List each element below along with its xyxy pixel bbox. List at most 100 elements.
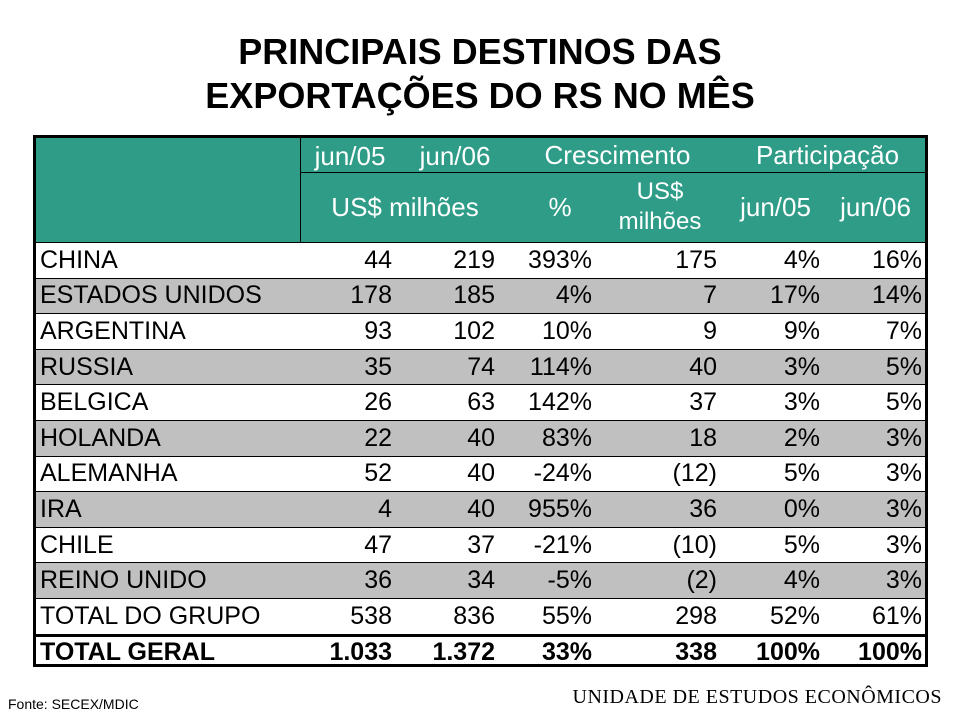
- row-pct: 955%: [528, 494, 592, 523]
- unit-label: UNIDADE DE ESTUDOS ECONÔMICOS: [572, 686, 942, 708]
- row-country: ARGENTINA: [40, 316, 186, 345]
- row-v06: 74: [467, 352, 495, 381]
- row-v05: 35: [364, 352, 392, 381]
- table-row: RUSSIA 35 74 114% 40 3% 5%: [36, 348, 925, 385]
- table-row: ESTADOS UNIDOS 178 185 4% 7 17% 14%: [36, 277, 925, 314]
- row-p05: 4%: [783, 245, 820, 274]
- row-v05: 44: [364, 245, 392, 274]
- row-p05: 3%: [783, 388, 820, 417]
- row-country: HOLANDA: [40, 423, 161, 452]
- row-v05: 26: [364, 388, 392, 417]
- row-usd: (2): [686, 566, 717, 595]
- row-p06: 3%: [885, 494, 922, 523]
- source-note: Fonte: SECEX/MDIC: [8, 696, 139, 712]
- header-part-jun05: jun/05: [740, 191, 811, 222]
- row-pct: 10%: [541, 316, 592, 345]
- row-p05: 52%: [769, 601, 820, 630]
- row-usd: (12): [672, 459, 717, 488]
- row-country: TOTAL DO GRUPO: [40, 601, 261, 630]
- title-line-1: PRINCIPAIS DESTINOS DAS: [238, 31, 722, 72]
- table-row: CHILE 47 37 -21% (10) 5% 3%: [36, 526, 925, 563]
- row-p06: 3%: [885, 566, 922, 595]
- table-row: REINO UNIDO 36 34 -5% (2) 4% 3%: [36, 562, 925, 598]
- row-v05: 1.033: [329, 638, 392, 667]
- table-row: TOTAL DO GRUPO 538 836 55% 298 52% 61%: [36, 598, 925, 634]
- row-pct: 142%: [528, 388, 592, 417]
- row-p06: 7%: [885, 316, 922, 345]
- row-v06: 219: [453, 245, 495, 274]
- row-usd: 36: [689, 494, 717, 523]
- title-line-2: EXPORTAÇÕES DO RS NO MÊS: [205, 75, 755, 116]
- row-usd: 37: [689, 388, 717, 417]
- header-vline: [300, 138, 301, 242]
- header-usd: US$: [636, 178, 684, 205]
- row-v06: 37: [467, 530, 495, 559]
- row-p05: 2%: [783, 423, 820, 452]
- row-usd: 338: [675, 638, 717, 667]
- header-usd-milhoes-2: US$ milhões: [600, 174, 720, 240]
- row-p05: 4%: [783, 566, 820, 595]
- row-p06: 16%: [871, 245, 922, 274]
- row-country: TOTAL GERAL: [40, 638, 215, 667]
- row-p06: 5%: [885, 388, 922, 417]
- row-v05: 93: [364, 316, 392, 345]
- row-pct: -24%: [533, 459, 592, 488]
- row-pct: 393%: [528, 245, 592, 274]
- row-country: IRA: [40, 494, 82, 523]
- row-usd: 175: [675, 245, 717, 274]
- row-pct: 114%: [529, 352, 592, 381]
- row-p06: 100%: [858, 638, 922, 667]
- row-p06: 14%: [871, 281, 922, 310]
- row-usd: 298: [675, 601, 717, 630]
- row-v06: 102: [453, 316, 495, 345]
- row-usd: 9: [703, 316, 717, 345]
- row-p05: 5%: [783, 459, 820, 488]
- header-participacao: Participação: [755, 139, 900, 170]
- row-country: ESTADOS UNIDOS: [40, 281, 262, 310]
- row-country: BELGICA: [40, 388, 149, 417]
- row-v06: 1.372: [432, 638, 495, 667]
- row-v05: 538: [350, 601, 392, 630]
- row-country: REINO UNIDO: [40, 566, 207, 595]
- header-part-jun06: jun/06: [840, 191, 911, 222]
- row-country: ALEMANHA: [40, 459, 178, 488]
- row-usd: 18: [689, 423, 717, 452]
- table-row: ARGENTINA 93 102 10% 9 9% 7%: [36, 313, 925, 349]
- row-v06: 185: [453, 281, 495, 310]
- row-v06: 40: [467, 459, 495, 488]
- header-divider: [300, 172, 925, 173]
- header-milhoes: milhões: [618, 208, 702, 235]
- row-v06: 63: [467, 388, 495, 417]
- header-pct: %: [548, 191, 572, 222]
- row-p06: 5%: [885, 352, 922, 381]
- row-usd: 7: [703, 281, 717, 310]
- table-frame: [33, 135, 928, 667]
- row-v06: 836: [453, 601, 495, 630]
- row-usd: 40: [689, 352, 717, 381]
- table-row: ALEMANHA 52 40 -24% (12) 5% 3%: [36, 455, 925, 492]
- page-title: PRINCIPAIS DESTINOS DAS EXPORTAÇÕES DO R…: [0, 30, 960, 118]
- header-jun05: jun/05: [314, 140, 386, 171]
- row-pct: 33%: [541, 638, 592, 667]
- table-row: BELGICA 26 63 142% 37 3% 5%: [36, 384, 925, 420]
- row-v06: 40: [467, 494, 495, 523]
- row-pct: -5%: [547, 566, 592, 595]
- row-v06: 40: [467, 423, 495, 452]
- row-p06: 3%: [885, 423, 922, 452]
- row-p06: 3%: [885, 459, 922, 488]
- table-row: HOLANDA 22 40 83% 18 2% 3%: [36, 420, 925, 456]
- row-p05: 9%: [783, 316, 820, 345]
- header-jun06: jun/06: [419, 140, 491, 171]
- row-country: CHINA: [40, 245, 118, 274]
- row-v05: 22: [364, 423, 392, 452]
- row-country: CHILE: [40, 530, 114, 559]
- row-p06: 61%: [871, 601, 922, 630]
- row-pct: 4%: [555, 281, 592, 310]
- row-pct: -21%: [533, 530, 592, 559]
- table-row: CHINA 44 219 393% 175 4% 16%: [36, 242, 925, 278]
- row-country: RUSSIA: [40, 352, 134, 381]
- row-v05: 52: [364, 459, 392, 488]
- header-crescimento: Crescimento: [544, 139, 691, 170]
- row-p05: 17%: [769, 281, 820, 310]
- row-v06: 34: [467, 566, 495, 595]
